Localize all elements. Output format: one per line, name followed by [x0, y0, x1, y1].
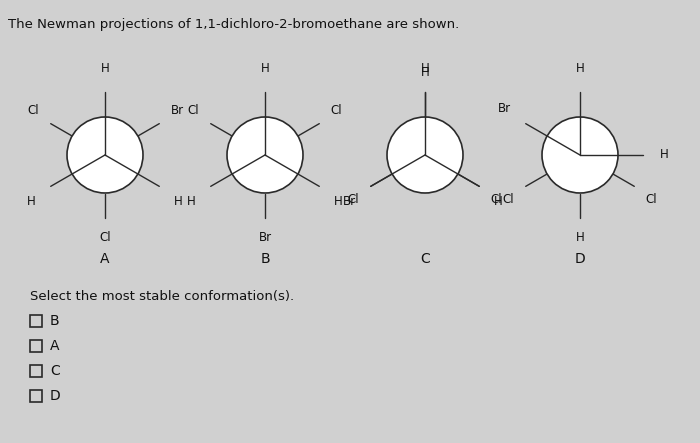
- Text: H: H: [174, 195, 183, 208]
- Circle shape: [542, 117, 618, 193]
- Text: Select the most stable conformation(s).: Select the most stable conformation(s).: [30, 290, 294, 303]
- Text: C: C: [50, 364, 60, 378]
- Text: Cl: Cl: [503, 193, 514, 206]
- Text: H: H: [575, 231, 584, 244]
- Text: Cl: Cl: [27, 104, 39, 117]
- Bar: [30, 340, 42, 352]
- Circle shape: [387, 117, 463, 193]
- Text: A: A: [50, 339, 60, 353]
- Text: B: B: [50, 314, 60, 328]
- Text: Cl: Cl: [491, 193, 503, 206]
- Bar: [30, 315, 42, 327]
- Text: Br: Br: [171, 104, 184, 117]
- Text: D: D: [50, 389, 61, 403]
- Text: Br: Br: [343, 195, 356, 208]
- Bar: [30, 365, 42, 377]
- Text: Cl: Cl: [646, 193, 657, 206]
- Text: Cl: Cl: [348, 193, 359, 206]
- Text: H: H: [187, 195, 196, 208]
- Text: D: D: [575, 252, 585, 266]
- Text: H: H: [660, 148, 668, 162]
- Text: H: H: [27, 195, 36, 208]
- Text: Cl: Cl: [99, 231, 111, 244]
- Text: C: C: [420, 252, 430, 266]
- Text: Cl: Cl: [188, 104, 200, 117]
- Text: H: H: [421, 66, 429, 79]
- Text: H: H: [260, 62, 270, 75]
- Text: Cl: Cl: [331, 104, 342, 117]
- Text: Br: Br: [498, 102, 511, 115]
- Text: The Newman projections of 1,1-dichloro-2-bromoethane are shown.: The Newman projections of 1,1-dichloro-2…: [8, 18, 459, 31]
- Text: H: H: [421, 62, 429, 75]
- Circle shape: [227, 117, 303, 193]
- Text: A: A: [100, 252, 110, 266]
- Text: Br: Br: [258, 231, 272, 244]
- Bar: [30, 390, 42, 402]
- Text: H: H: [334, 195, 343, 208]
- Text: B: B: [260, 252, 270, 266]
- Text: H: H: [101, 62, 109, 75]
- Text: H: H: [575, 62, 584, 75]
- Circle shape: [67, 117, 143, 193]
- Text: H: H: [494, 195, 503, 208]
